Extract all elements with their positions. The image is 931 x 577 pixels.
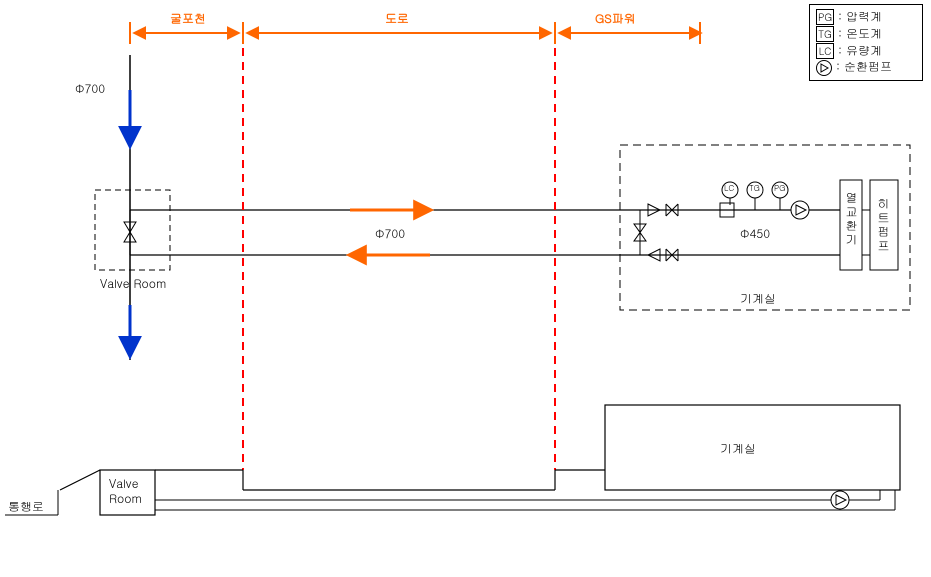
legend-pg-text: 압력계 — [846, 9, 882, 26]
valve-room-top-label: Valve Room — [100, 275, 166, 292]
legend-tg-sym: TG — [816, 26, 834, 42]
legend-pg-sym: PG — [816, 9, 834, 25]
legend-lc-sym: LC — [816, 43, 834, 59]
legend-box: PG : 압력계 TG : 온도계 LC : 유량계 : 순환펌프 — [809, 4, 923, 81]
legend-tg-text: 온도계 — [846, 26, 882, 43]
machine-room-bottom-label: 기계실 — [720, 440, 756, 457]
phi450-label: Φ450 — [740, 225, 770, 242]
heat-exchanger-label: 열교환기 — [843, 192, 860, 248]
machine-room-top-label: 기계실 — [740, 290, 776, 307]
legend-lc-text: 유량계 — [846, 43, 882, 60]
pg-tag: PG — [774, 183, 785, 194]
legend-lc: LC : 유량계 — [816, 43, 916, 60]
lc-tag: LC — [724, 183, 734, 194]
phi700-vertical-label: Φ700 — [75, 80, 105, 97]
valve-room-bottom-l2: Room — [109, 490, 142, 507]
passage-label: 통행로 — [8, 498, 44, 515]
legend-tg: TG : 온도계 — [816, 26, 916, 43]
tg-tag: TG — [749, 183, 760, 194]
legend-pump: : 순환펌프 — [816, 59, 916, 76]
section-left-label: 굴포천 — [170, 10, 206, 27]
legend-pg: PG : 압력계 — [816, 9, 916, 26]
pump-icon — [816, 60, 832, 76]
section-mid-label: 도로 — [385, 10, 409, 27]
section-right-label: GS파워 — [595, 10, 636, 27]
phi700-horiz-label: Φ700 — [375, 225, 405, 242]
heat-pump-label: 히트펌프 — [875, 198, 892, 254]
legend-pump-text: 순환펌프 — [844, 59, 892, 76]
